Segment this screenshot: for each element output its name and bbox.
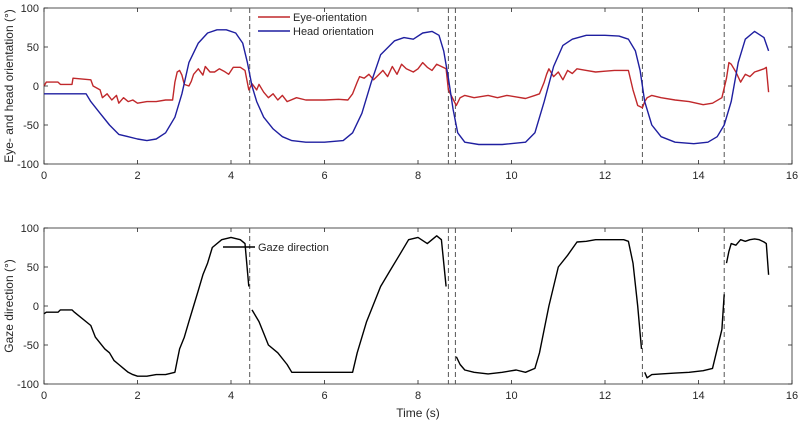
- x-tick-label-bottom-7: 14: [692, 390, 704, 402]
- legend-bottom: Gaze direction: [223, 242, 329, 254]
- xlabel-bottom: Time (s): [396, 406, 440, 420]
- panel-gaze: 0 2 4 6 8 10 12 14 16 -100 -50 0 50 100 Gaze directio…: [2, 223, 798, 420]
- x-tick-label-bottom-3: 6: [321, 390, 327, 402]
- legend-gaze-label: Gaze direction: [258, 242, 329, 254]
- x-tick-label-top-5: 10: [505, 170, 517, 182]
- y-tick-label-top-3: 50: [27, 42, 39, 54]
- ylabel-top: Eye- and head orientation (°): [2, 9, 16, 163]
- x-tick-label-top-8: 16: [786, 170, 798, 182]
- panel-eye-head: 0 2 4 6 8 10 12 14 16 -100 -50 0 50 100 Eye- and head…: [2, 3, 798, 182]
- ticks-top: 0 2 4 6 8 10 12 14 16 -100 -50 0 50 100: [17, 3, 798, 182]
- x-tick-label-top-7: 14: [692, 170, 704, 182]
- ticks-bottom: 0 2 4 6 8 10 12 14 16 -100 -50 0 50 100: [17, 223, 798, 402]
- y-tick-label-top-0: -100: [17, 159, 39, 171]
- series-bottom: [43, 235, 770, 379]
- y-tick-label-top-2: 0: [33, 81, 39, 93]
- x-tick-label-top-3: 6: [321, 170, 327, 182]
- x-tick-label-bottom-2: 4: [228, 390, 234, 402]
- legend-eye-label: Eye-orientation: [293, 12, 367, 24]
- y-tick-label-bottom-4: 100: [21, 223, 39, 235]
- series-line-gaze-direction-seg-0: [43, 236, 250, 377]
- x-tick-label-bottom-1: 2: [134, 390, 140, 402]
- series-line-gaze-direction-seg-4: [725, 238, 770, 275]
- plot-area-top: [43, 7, 793, 165]
- series-line-eye-orientation: [43, 61, 770, 109]
- y-tick-label-bottom-1: -50: [23, 340, 39, 352]
- series-line-gaze-direction-seg-1: [251, 235, 447, 373]
- y-tick-label-bottom-2: 0: [33, 301, 39, 313]
- y-tick-label-top-4: 100: [21, 3, 39, 15]
- y-tick-label-bottom-3: 50: [27, 262, 39, 274]
- x-tick-label-bottom-0: 0: [41, 390, 47, 402]
- series-line-head-orientation: [44, 29, 770, 146]
- series-line-gaze-direction-seg-2: [455, 238, 643, 375]
- ylabel-bottom: Gaze direction (°): [2, 259, 16, 353]
- y-tick-label-top-1: -50: [23, 120, 39, 132]
- vlines-bottom: [249, 228, 725, 384]
- x-tick-label-top-4: 8: [415, 170, 421, 182]
- plot-area-bottom: [43, 227, 793, 385]
- x-tick-label-bottom-6: 12: [599, 390, 611, 402]
- vlines-top: [249, 8, 725, 164]
- x-tick-label-top-0: 0: [41, 170, 47, 182]
- y-tick-label-bottom-0: -100: [17, 379, 39, 391]
- x-tick-label-top-6: 12: [599, 170, 611, 182]
- legend-top: Eye-orientation Head orientation: [258, 12, 374, 38]
- x-tick-label-bottom-4: 8: [415, 390, 421, 402]
- x-tick-label-bottom-8: 16: [786, 390, 798, 402]
- series-line-gaze-direction-seg-3: [644, 294, 725, 379]
- x-tick-label-bottom-5: 10: [505, 390, 517, 402]
- x-tick-label-top-2: 4: [228, 170, 234, 182]
- series-top: [43, 29, 770, 146]
- x-tick-label-top-1: 2: [134, 170, 140, 182]
- legend-head-label: Head orientation: [293, 26, 374, 38]
